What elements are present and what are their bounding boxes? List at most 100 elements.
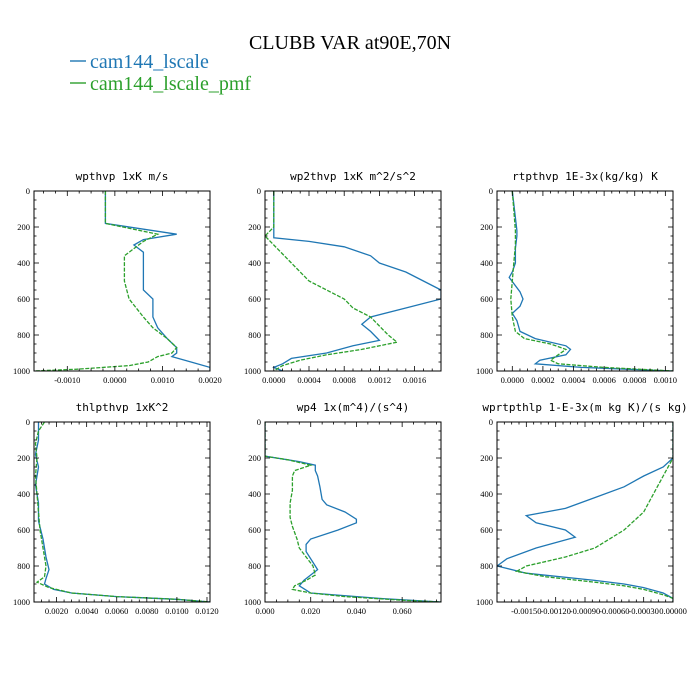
panel-title: rtpthvp 1E-3x(kg/kg) K xyxy=(512,170,658,183)
y-tick-label: 400 xyxy=(480,489,493,499)
panel-1: wpthvp 1xK m/s 0 200 400 600 800 1000 -0.0010 0.… xyxy=(13,170,222,385)
y-tick-label: 1000 xyxy=(13,366,30,376)
y-tick-label: 200 xyxy=(248,453,261,463)
axes-frame xyxy=(264,421,442,603)
x-tick-label: 0.020 xyxy=(301,606,320,616)
panel-6: wprtpthlp 1-E-3x(m kg K)/(s kg) 0 200 400 60… xyxy=(476,401,688,616)
y-tick-label: 800 xyxy=(248,561,261,571)
x-tick-label: 0.0080 xyxy=(135,606,158,616)
x-tick-label: -0.00060 xyxy=(599,606,629,616)
x-tick-label: 0.0060 xyxy=(105,606,128,616)
y-tick-label: 800 xyxy=(480,330,493,340)
series-line-pmf xyxy=(514,422,673,602)
series-line-lscale xyxy=(272,191,441,371)
y-tick-label: 0 xyxy=(257,417,261,427)
axes-frame xyxy=(496,190,674,372)
panel-title: wpthvp 1xK m/s xyxy=(76,170,169,183)
x-tick-label: 0.040 xyxy=(347,606,366,616)
series-line-pmf xyxy=(34,191,178,371)
y-tick-label: 600 xyxy=(17,525,30,535)
panel-2: wp2thvp 1xK m^2/s^2020040060080010000.00… xyxy=(244,170,442,385)
series-line-lscale xyxy=(34,422,210,602)
x-tick-label: -0.00030 xyxy=(628,606,658,616)
y-tick-label: 400 xyxy=(17,258,30,268)
y-tick-label: 0 xyxy=(489,186,493,196)
x-tick-label: 0.0012 xyxy=(368,375,391,385)
axes-frame xyxy=(264,190,442,372)
x-tick-label: 0.0000 xyxy=(501,375,524,385)
x-tick-label: -0.00150 xyxy=(511,606,541,616)
y-tick-label: 200 xyxy=(17,222,30,232)
y-tick-label: 400 xyxy=(17,489,30,499)
series-line-lscale xyxy=(508,191,673,371)
y-tick-label: 600 xyxy=(480,294,493,304)
y-tick-label: 600 xyxy=(480,525,493,535)
series-line-lscale xyxy=(265,422,441,602)
panel-title: wprtpthlp 1-E-3x(m kg K)/(s kg) xyxy=(482,401,687,414)
x-tick-label: 0.0000 xyxy=(262,375,285,385)
series-line-lscale xyxy=(104,191,210,371)
y-tick-label: 0 xyxy=(26,417,30,427)
x-tick-label: -0.00120 xyxy=(540,606,570,616)
x-tick-label: 0.0120 xyxy=(195,606,218,616)
y-tick-label: 0 xyxy=(26,186,30,196)
y-tick-label: 400 xyxy=(480,258,493,268)
y-tick-label: 600 xyxy=(248,294,261,304)
y-tick-label: 0 xyxy=(489,417,493,427)
axes-frame xyxy=(33,190,211,372)
y-tick-label: 1000 xyxy=(476,366,493,376)
y-tick-label: 200 xyxy=(17,453,30,463)
y-tick-label: 1000 xyxy=(244,597,261,607)
legend-label-lscale: cam144_lscale xyxy=(90,51,209,73)
x-tick-label: 0.0040 xyxy=(75,606,98,616)
series-line-lscale xyxy=(497,422,673,602)
y-tick-label: 800 xyxy=(248,330,261,340)
y-tick-label: 1000 xyxy=(476,597,493,607)
figure-title: CLUBB VAR at90E,70N xyxy=(249,32,451,54)
x-tick-label: 0.0100 xyxy=(165,606,188,616)
axes-frame xyxy=(496,421,674,603)
series-line-pmf xyxy=(510,191,673,371)
x-tick-label: 0.0016 xyxy=(403,375,426,385)
y-tick-label: 400 xyxy=(248,489,261,499)
y-tick-label: 400 xyxy=(248,258,261,268)
series-line-pmf xyxy=(265,422,441,602)
series-line-pmf xyxy=(34,422,210,602)
x-tick-label: 0.060 xyxy=(393,606,412,616)
panel-3: rtpthvp 1E-3x(kg/kg) K 0 200 400 600 800 1000 0… xyxy=(476,170,677,385)
y-tick-label: 200 xyxy=(480,453,493,463)
x-tick-label: 0.0004 xyxy=(297,375,321,385)
x-tick-label: 0.0020 xyxy=(45,606,68,616)
panel-title: wp4 1x(m^4)/(s^4) xyxy=(297,401,410,414)
panel-title: thlpthvp 1xK^2 xyxy=(76,401,169,414)
x-tick-label: -0.0010 xyxy=(54,375,80,385)
y-tick-label: 600 xyxy=(17,294,30,304)
y-tick-label: 0 xyxy=(257,186,261,196)
x-tick-label: 0.0010 xyxy=(654,375,677,385)
legend-label-pmf: cam144_lscale_pmf xyxy=(90,73,251,95)
legend: cam144_lscale cam144_lscale_pmf xyxy=(70,51,251,95)
x-tick-label: 0.0010 xyxy=(151,375,174,385)
y-tick-label: 600 xyxy=(248,525,261,535)
y-tick-label: 800 xyxy=(17,561,30,571)
x-tick-label: 0.0008 xyxy=(333,375,356,385)
x-tick-label: 0.0006 xyxy=(592,375,615,385)
panel-title: wp2thvp 1xK m^2/s^2 xyxy=(290,170,416,183)
y-tick-label: 800 xyxy=(480,561,493,571)
x-tick-label: 0.00000 xyxy=(659,606,687,616)
y-tick-label: 200 xyxy=(248,222,261,232)
y-tick-label: 1000 xyxy=(13,597,30,607)
x-tick-label: 0.0000 xyxy=(103,375,126,385)
panel-4: thlpthvp 1xK^2 0 200 400 600 800 1000 0.0020 0.0… xyxy=(13,401,219,616)
x-tick-label: 0.000 xyxy=(255,606,274,616)
x-tick-label: 0.0008 xyxy=(623,375,646,385)
x-tick-label: 0.0020 xyxy=(198,375,221,385)
x-tick-label: 0.0004 xyxy=(562,375,586,385)
y-tick-label: 800 xyxy=(17,330,30,340)
panels: wpthvp 1xK m/s 0 200 400 600 800 1000 -0.0010 0.… xyxy=(13,170,688,616)
axes-frame xyxy=(33,421,211,603)
y-tick-label: 1000 xyxy=(244,366,261,376)
x-tick-label: 0.0002 xyxy=(531,375,554,385)
